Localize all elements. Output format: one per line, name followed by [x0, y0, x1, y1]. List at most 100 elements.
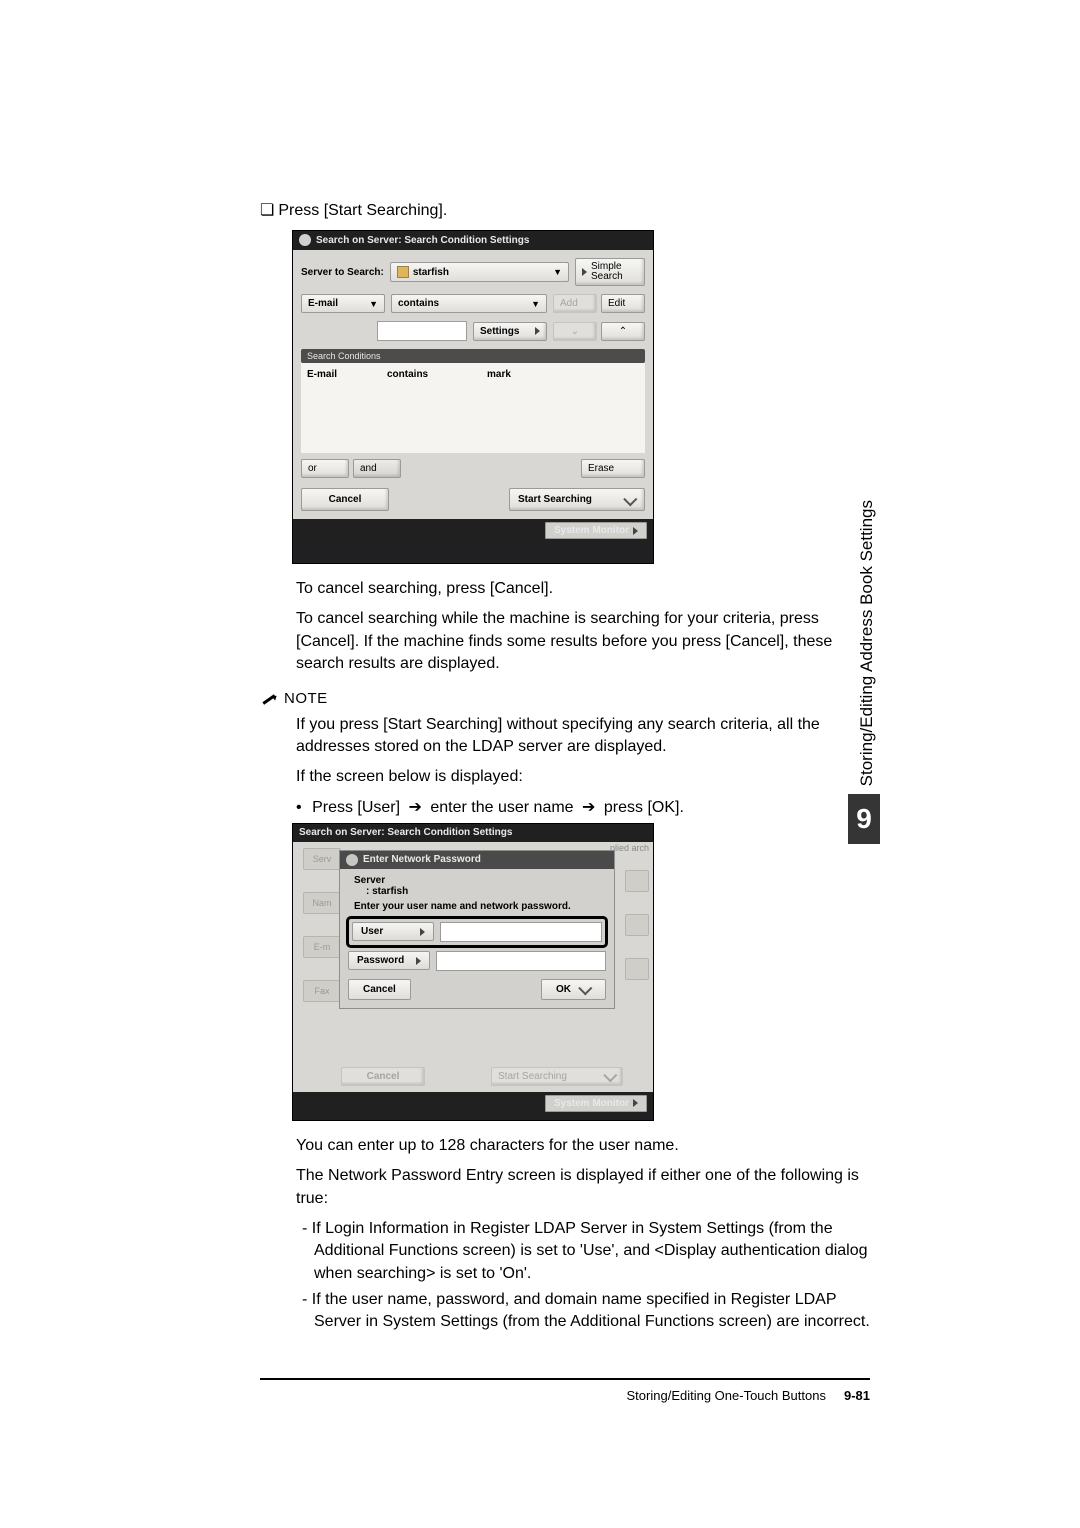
- user-input[interactable]: [440, 922, 602, 942]
- screenshot1-title: Search on Server: Search Condition Setti…: [316, 235, 529, 246]
- settings-label: Settings: [480, 326, 519, 337]
- note-label: NOTE: [284, 690, 328, 707]
- server-dropdown[interactable]: starfish ▼: [390, 262, 569, 282]
- simple-search-button[interactable]: Simple Search: [575, 258, 645, 286]
- side-fax-button: Fax: [303, 980, 341, 1002]
- or-button[interactable]: or: [301, 459, 349, 478]
- and-button[interactable]: and: [353, 459, 401, 478]
- dash1-text: If Login Information in Register LDAP Se…: [312, 1220, 868, 1282]
- modal-server-value: : starfish: [366, 886, 606, 897]
- system-monitor-button[interactable]: System Monitor: [545, 522, 647, 539]
- modal-title: Enter Network Password: [363, 854, 481, 865]
- modal-instruction: Enter your user name and network passwor…: [354, 901, 606, 912]
- bg-start-label: Start Searching: [498, 1071, 567, 1082]
- add-button[interactable]: Add: [553, 294, 597, 313]
- dash-list: - If Login Information in Register LDAP …: [260, 1218, 870, 1334]
- modal-icon: [346, 854, 358, 866]
- chapter-badge: 9: [848, 794, 880, 844]
- list-col-val: mark: [487, 369, 511, 380]
- screenshot2-title: Search on Server: Search Condition Setti…: [299, 827, 512, 838]
- modal-server-label: Server: [354, 875, 606, 886]
- footer: Storing/Editing One-Touch Buttons 9-81: [260, 1380, 870, 1403]
- bullet-press-user: Press [User] ➔ enter the user name ➔ pre…: [260, 797, 870, 817]
- server-name: starfish: [413, 267, 449, 278]
- screenshot-search-conditions: Search on Server: Search Condition Setti…: [292, 230, 654, 564]
- side-blank-3: [625, 958, 649, 980]
- play-icon: [633, 527, 638, 535]
- list-col-cond: contains: [387, 369, 487, 380]
- screenshot-enter-password: Search on Server: Search Condition Setti…: [292, 823, 654, 1121]
- checkbox-icon: ❏: [260, 202, 274, 219]
- movedown-button[interactable]: ⌄: [553, 322, 597, 341]
- simple-search-label: Simple Search: [591, 262, 638, 282]
- corner-text: plied arch: [610, 844, 649, 853]
- play-icon: [535, 327, 540, 335]
- password-label: Password: [357, 955, 404, 966]
- conditions-header: Search Conditions: [301, 349, 645, 363]
- instruction-press-start: ❏Press [Start Searching].: [260, 200, 870, 220]
- screen-below-text: If the screen below is displayed:: [296, 766, 870, 788]
- footer-page-number: 9-81: [844, 1388, 870, 1403]
- chevron-down-icon: ▼: [369, 299, 378, 309]
- note-text: If you press [Start Searching] without s…: [296, 714, 870, 759]
- field-dropdown-label: E-mail: [308, 298, 338, 309]
- user-button[interactable]: User: [352, 922, 434, 941]
- edit-button[interactable]: Edit: [601, 294, 645, 313]
- bg-cancel-button: Cancel: [341, 1067, 425, 1086]
- side-blank-2: [625, 914, 649, 936]
- play-icon: [582, 268, 587, 276]
- condition-dropdown[interactable]: contains ▼: [391, 294, 547, 313]
- list-col-field: E-mail: [307, 369, 387, 380]
- side-serv-button: Serv: [303, 848, 341, 870]
- text-128-chars: You can enter up to 128 characters for t…: [296, 1135, 870, 1157]
- server-icon: [397, 266, 409, 278]
- footer-title: Storing/Editing One-Touch Buttons: [627, 1388, 826, 1403]
- text-netpw-intro: The Network Password Entry screen is dis…: [296, 1165, 870, 1210]
- cancel-button[interactable]: Cancel: [301, 488, 389, 511]
- conditions-list[interactable]: E-mail contains mark: [301, 363, 645, 453]
- system-monitor-button[interactable]: System Monitor: [545, 1095, 647, 1112]
- start-searching-button[interactable]: Start Searching: [509, 488, 645, 511]
- instruction-text: Press [Start Searching].: [278, 202, 447, 219]
- enter-icon: [623, 492, 637, 506]
- password-modal: Enter Network Password Server : starfish…: [339, 850, 615, 1009]
- condition-dropdown-label: contains: [398, 298, 439, 309]
- window-icon: [299, 234, 311, 246]
- screenshot2-body: Serv Nam E-m Fax plied arch Enter Networ…: [293, 842, 653, 1092]
- screenshot2-titlebar: Search on Server: Search Condition Setti…: [293, 824, 653, 842]
- password-button[interactable]: Password: [348, 951, 430, 970]
- system-monitor-label: System Monitor: [554, 1098, 629, 1109]
- play-icon: [416, 957, 421, 965]
- bullet-segment-2: enter the user name: [426, 799, 578, 816]
- text-cancel-2: To cancel searching while the machine is…: [296, 608, 870, 675]
- dash2-text: If the user name, password, and domain n…: [312, 1291, 870, 1330]
- field-dropdown[interactable]: E-mail ▼: [301, 294, 385, 313]
- side-blank-1: [625, 870, 649, 892]
- side-name-button: Nam: [303, 892, 341, 914]
- dash-item-2: - If the user name, password, and domain…: [302, 1289, 870, 1334]
- settings-button[interactable]: Settings: [473, 322, 547, 341]
- screenshot2-side-buttons: Serv Nam E-m Fax: [303, 848, 341, 1002]
- note-icon: [260, 690, 278, 708]
- value-input[interactable]: [377, 321, 467, 341]
- password-input[interactable]: [436, 951, 606, 971]
- modal-ok-button[interactable]: OK: [541, 979, 606, 1000]
- modal-cancel-button[interactable]: Cancel: [348, 979, 411, 1000]
- erase-button[interactable]: Erase: [581, 459, 645, 478]
- arrow-icon: ➔: [409, 799, 422, 816]
- play-icon: [633, 1099, 638, 1107]
- server-to-search-label: Server to Search:: [301, 267, 384, 278]
- user-row-highlight: User: [348, 918, 606, 946]
- side-section-title: Storing/Editing Address Book Settings: [857, 500, 877, 786]
- dash-item-1: - If Login Information in Register LDAP …: [302, 1218, 870, 1285]
- ok-label: OK: [556, 984, 571, 995]
- screenshot2-statusbar: System Monitor: [293, 1092, 653, 1115]
- note-heading: NOTE: [260, 690, 870, 708]
- cancel-label: Cancel: [329, 494, 362, 505]
- moveup-button[interactable]: ⌃: [601, 322, 645, 341]
- bg-start-button: Start Searching: [491, 1067, 623, 1086]
- side-tab: Storing/Editing Address Book Settings 9: [848, 500, 880, 844]
- user-label: User: [361, 926, 383, 937]
- chevron-down-icon: ▼: [531, 299, 540, 309]
- screenshot1-body: Server to Search: starfish ▼ Simple Sear…: [293, 250, 653, 519]
